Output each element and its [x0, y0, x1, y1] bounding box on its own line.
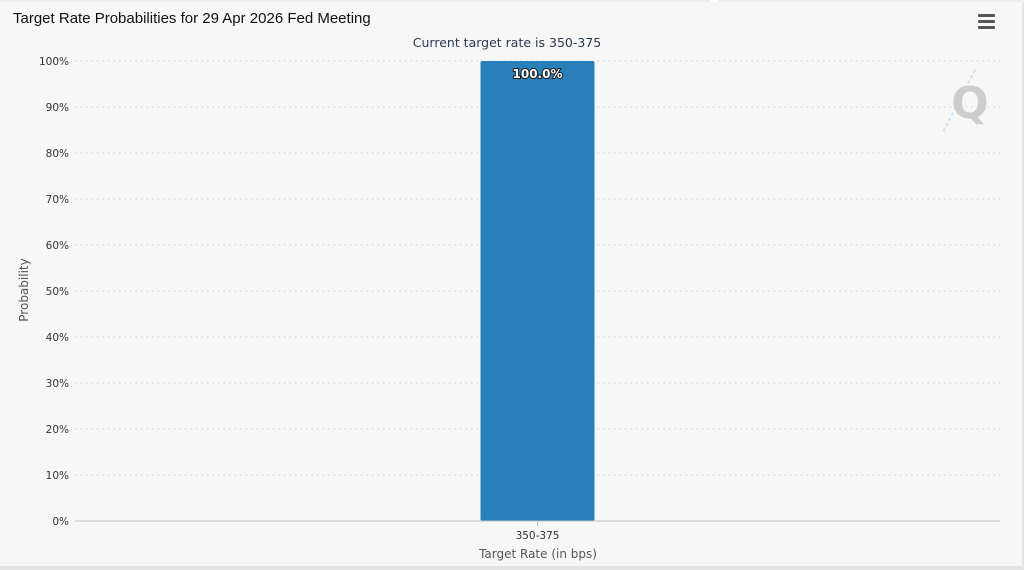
y-tick-label: 70% [46, 194, 69, 206]
y-tick-label: 10% [46, 470, 69, 482]
x-tick-label: 350-375 [516, 530, 560, 542]
top-border [0, 0, 1024, 2]
x-axis-title: Target Rate (in bps) [478, 547, 597, 561]
x-axis-ticks: 350-375 [516, 521, 560, 542]
y-tick-label: 20% [46, 424, 69, 436]
bar-series: 100.0% [480, 61, 595, 521]
quikstrike-logo-icon: Q [941, 69, 989, 135]
y-tick-label: 100% [39, 56, 69, 68]
y-tick-label: 60% [46, 240, 69, 252]
hamburger-menu-icon[interactable] [978, 14, 998, 32]
y-tick-label: 90% [46, 102, 69, 114]
y-axis-ticks: 0% 10% 20% 30% 40% 50% 60% 70% 80% 90% 100% [39, 56, 69, 528]
y-tick-label: 30% [46, 378, 69, 390]
y-tick-label: 0% [52, 516, 69, 528]
bar-350-375[interactable] [480, 61, 595, 521]
chart-subtitle: Current target rate is 350-375 [413, 35, 601, 50]
y-tick-label: 80% [46, 148, 69, 160]
bar-data-label: 100.0% [513, 67, 563, 81]
chart-title: Target Rate Probabilities for 29 Apr 202… [13, 10, 371, 27]
y-tick-label: 40% [46, 332, 69, 344]
y-tick-label: 50% [46, 286, 69, 298]
watermark-letter: Q [951, 78, 988, 129]
y-axis-title: Probability [17, 258, 31, 321]
